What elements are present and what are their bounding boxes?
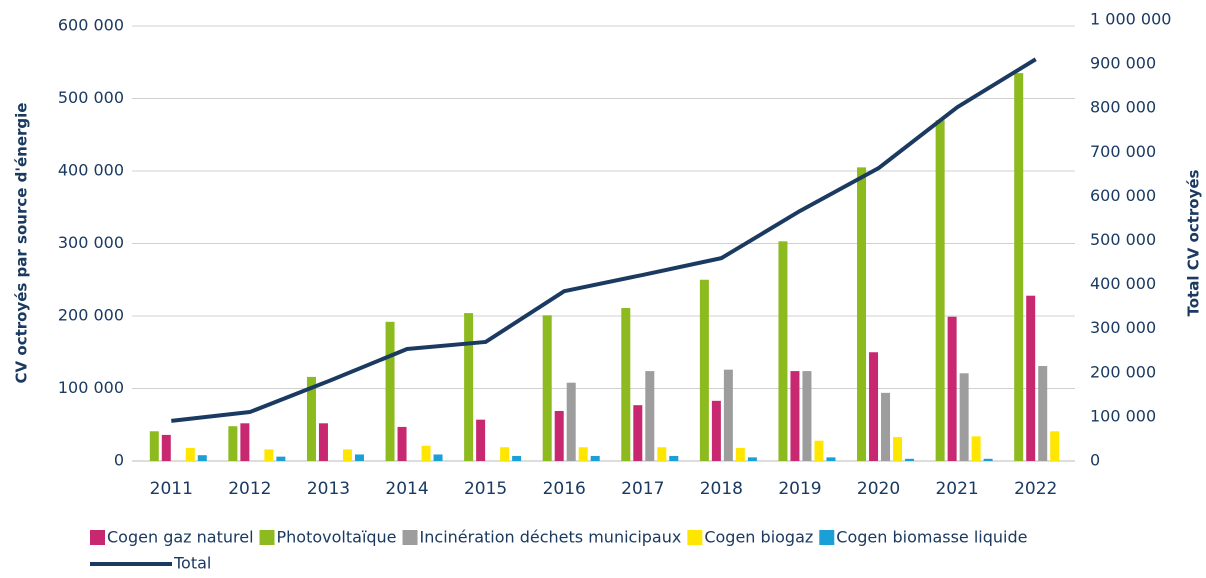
bar	[1026, 295, 1036, 461]
bar	[578, 447, 588, 461]
y2-tick-label: 900 000	[1090, 54, 1156, 73]
bar	[185, 447, 195, 461]
y2-tick-label: 300 000	[1090, 318, 1156, 337]
x-tick-label: 2018	[700, 479, 743, 499]
legend-swatch	[259, 530, 275, 545]
bar	[790, 371, 800, 461]
legend-label: Total	[173, 554, 211, 573]
x-tick-label: 2012	[228, 479, 271, 499]
bar	[826, 457, 836, 461]
legend-label: Incinération déchets municipaux	[420, 528, 682, 547]
bar	[802, 371, 812, 461]
bar	[645, 371, 655, 461]
bar	[554, 410, 564, 461]
y-tick-label: 200 000	[58, 306, 124, 325]
bar	[590, 455, 600, 461]
bar	[1014, 73, 1024, 461]
bar	[814, 440, 824, 461]
y2-tick-label: 100 000	[1090, 406, 1156, 425]
y-tick-label: 0	[114, 451, 124, 470]
legend-swatch	[819, 530, 835, 545]
x-tick-label: 2017	[621, 479, 664, 499]
bar	[464, 313, 474, 461]
bar	[421, 445, 431, 461]
bar	[397, 426, 407, 461]
bar	[971, 436, 981, 461]
bar	[240, 423, 250, 461]
bar	[228, 426, 238, 461]
bar	[735, 447, 745, 461]
bar	[959, 373, 969, 461]
legend-swatch	[90, 530, 105, 545]
bar	[385, 321, 395, 461]
bar	[542, 315, 552, 461]
y2-tick-label: 200 000	[1090, 362, 1156, 381]
bar	[947, 316, 957, 461]
x-tick-label: 2011	[150, 479, 193, 499]
x-tick-label: 2014	[385, 479, 428, 499]
y-tick-label: 300 000	[58, 233, 124, 252]
y2-axis-title: Total CV octroyés	[1185, 169, 1203, 316]
y2-tick-label: 500 000	[1090, 230, 1156, 249]
y-tick-label: 100 000	[58, 378, 124, 397]
bar	[1050, 431, 1060, 461]
bar	[747, 457, 757, 461]
bar	[566, 382, 576, 461]
bar	[512, 455, 522, 461]
y2-tick-label: 400 000	[1090, 274, 1156, 293]
bar	[869, 352, 879, 461]
legend-swatch	[687, 530, 703, 545]
bar	[621, 308, 631, 461]
x-tick-label: 2021	[935, 479, 978, 499]
legend-label: Photovoltaïque	[277, 528, 397, 547]
bar	[778, 241, 788, 461]
bar	[893, 437, 903, 461]
bar	[699, 279, 709, 461]
bar	[500, 447, 510, 461]
bar	[857, 167, 867, 461]
bar	[476, 419, 486, 461]
x-tick-label: 2016	[543, 479, 586, 499]
bar	[318, 423, 328, 461]
bar	[149, 431, 159, 461]
y2-tick-label: 700 000	[1090, 142, 1156, 161]
bar	[276, 456, 286, 461]
x-tick-label: 2019	[778, 479, 821, 499]
y-tick-label: 400 000	[58, 161, 124, 180]
legend-label: Cogen biogaz	[704, 528, 813, 547]
legend-swatch	[402, 530, 418, 545]
y2-tick-label: 0	[1090, 451, 1100, 470]
legend-label: Cogen gaz naturel	[107, 528, 254, 547]
bar	[905, 458, 915, 461]
y2-tick-label: 600 000	[1090, 186, 1156, 205]
bar	[306, 376, 316, 461]
x-tick-label: 2015	[464, 479, 507, 499]
y-tick-label: 600 000	[58, 16, 124, 35]
bar	[161, 434, 171, 461]
y2-tick-label: 1 000 000	[1090, 10, 1171, 29]
bar	[983, 458, 993, 461]
bar	[657, 447, 667, 461]
bar	[354, 454, 364, 461]
bar	[669, 455, 679, 461]
bar	[723, 369, 733, 461]
bar	[433, 454, 443, 461]
total-line	[171, 57, 1037, 423]
y-axis-title: CV octroyés par source d'énergie	[13, 103, 31, 384]
y2-tick-label: 800 000	[1090, 98, 1156, 117]
bar	[342, 449, 352, 461]
bar	[1038, 366, 1048, 461]
bar	[264, 449, 274, 461]
legend-label: Cogen biomasse liquide	[836, 528, 1027, 547]
y-tick-label: 500 000	[58, 88, 124, 107]
bar	[881, 392, 891, 461]
x-tick-label: 2020	[857, 479, 900, 499]
bar	[197, 455, 207, 461]
bar	[711, 400, 721, 461]
x-tick-label: 2022	[1014, 479, 1057, 499]
bar	[633, 405, 643, 461]
bar	[935, 120, 945, 461]
x-tick-label: 2013	[307, 479, 350, 499]
